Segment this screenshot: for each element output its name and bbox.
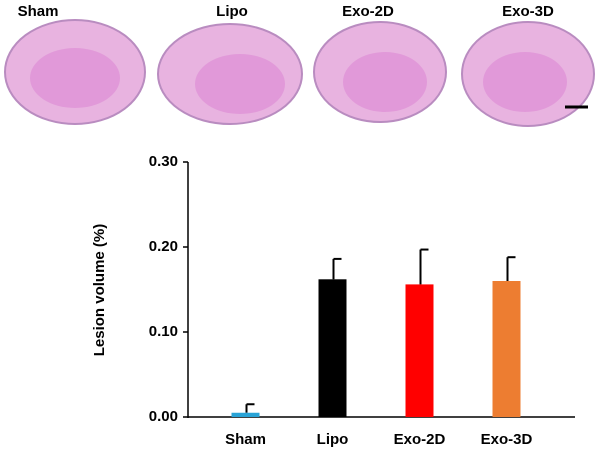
x-tick-label: Exo-2D [394,431,446,448]
x-tick-label: Sham [225,431,266,448]
panel-label: Sham [18,3,59,20]
brain-section [313,21,447,123]
y-tick-label: 0.20 [149,238,178,255]
panel-label: Exo-3D [502,3,554,20]
bar [405,284,434,417]
bar [492,281,521,417]
x-tick-label: Exo-3D [481,431,533,448]
y-axis-label: Lesion volume (%) [91,224,108,357]
bar [231,412,260,417]
y-tick-label: 0.00 [149,408,178,425]
brain-section [157,23,303,125]
bar [318,279,347,417]
brain-section [4,19,146,125]
panel-label: Exo-2D [342,3,394,20]
y-tick-label: 0.10 [149,323,178,340]
brain-section [461,21,595,127]
brain-images: Sham Lipo Exo-2D Exo-3D [4,3,595,127]
y-tick-label: 0.30 [149,153,178,170]
x-tick-label: Lipo [317,431,349,448]
panel-label: Lipo [216,3,248,20]
